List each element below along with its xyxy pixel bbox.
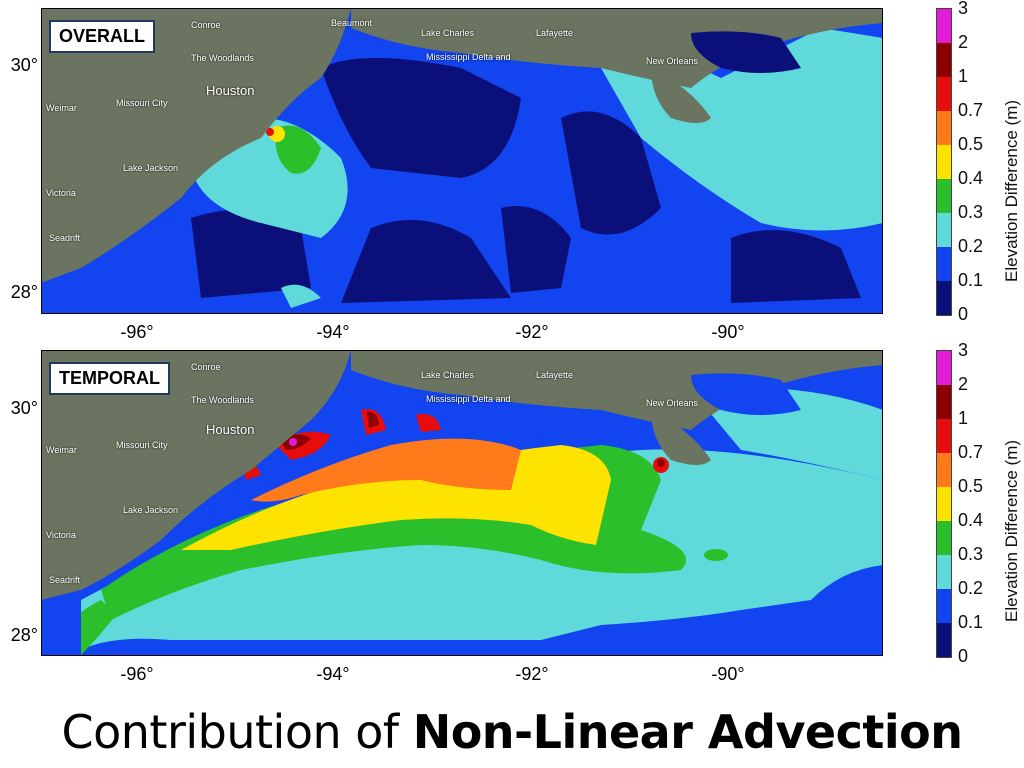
place-label: Mississippi Delta and [426,52,511,62]
place-label: Lake Jackson [123,505,179,515]
colorbar-segment [937,43,951,77]
lat-tick-label: 30° [10,398,38,418]
lon-tick-label: -90° [711,664,745,684]
lon-tick-label: -92° [515,322,549,342]
colorbar-segment [937,111,951,145]
place-label: Victoria [46,188,76,198]
colorbar-tick-label: 0 [958,304,969,324]
colorbar-tick-label: 2 [958,374,969,394]
colorbar-tick-label: 0.5 [958,134,984,154]
colorbar-tick-label: 0.7 [958,442,984,462]
place-label: Conroe [191,20,221,30]
colorbar-tick-label: 3 [958,0,969,18]
colorbar-tick-label: 0.7 [958,100,984,120]
place-label: Houston [206,422,255,437]
title-prefix: Contribution of [61,705,413,759]
lat-tick-label: 28° [10,282,38,302]
lat-tick-label: 28° [10,625,38,645]
place-label: Weimar [46,445,77,455]
overall-map-panel: OVERALL Conroe The Woodlands Houston Mis… [41,8,883,314]
colorbar-segment [937,179,951,213]
colorbar-bottom [936,350,952,658]
colorbar-tick-label: 2 [958,32,969,52]
colorbar-segment [937,555,951,589]
place-label: The Woodlands [191,53,254,63]
panel-label: OVERALL [49,20,156,53]
colorbar-tick-label: 0.1 [958,270,984,290]
colorbar-segment [937,487,951,521]
place-label: Mississippi Delta and [426,394,511,404]
colorbar-segment [937,385,951,419]
colorbar-tick-label: 0.4 [958,510,984,530]
colorbar-segment [937,623,951,657]
colorbar-tick-label: 0.3 [958,544,984,564]
place-label: New Orleans [646,56,699,66]
colorbar-title: Elevation Difference (m) [1002,99,1021,282]
place-label: Seadrift [49,575,81,585]
temporal-map-panel: TEMPORAL Conroe The Woodlands Houston Mi… [41,350,883,656]
place-label: Houston [206,83,255,98]
place-label: Lake Charles [421,370,475,380]
colorbar-tick-label: 0.4 [958,168,984,188]
colorbar-segment [937,419,951,453]
colorbar-segment [937,213,951,247]
colorbar-segment [937,351,951,385]
place-label: Beaumont [331,18,373,28]
colorbar-tick-label: 1 [958,66,969,86]
colorbar-segment [937,453,951,487]
colorbar-segment [937,589,951,623]
place-label: Victoria [46,530,76,540]
slide-title: Contribution of Non-Linear Advection [0,705,1024,759]
colorbar-segment [937,247,951,281]
place-label: Missouri City [116,98,168,108]
colorbar-tick-label: 0.2 [958,236,984,256]
place-label: Lake Charles [421,28,475,38]
temporal-map [41,350,883,656]
lon-tick-label: -94° [316,322,350,342]
colorbar-tick-label: 0.3 [958,202,984,222]
lon-tick-label: -96° [120,322,154,342]
colorbar-tick-label: 3 [958,340,969,360]
colorbar-segment [937,521,951,555]
colorbar-tick-label: 0.1 [958,612,984,632]
colorbar-segment [937,9,951,43]
colorbar-segment [937,281,951,315]
lon-tick-label: -92° [515,664,549,684]
lon-tick-label: -90° [711,322,745,342]
place-label: Lake Jackson [123,163,179,173]
colorbar-segment [937,77,951,111]
place-label: Seadrift [49,233,81,243]
colorbar-title: Elevation Difference (m) [1002,439,1021,622]
place-label: The Woodlands [191,395,254,405]
place-label: Weimar [46,103,77,113]
colorbar-tick-label: 1 [958,408,969,428]
place-label: Lafayette [536,370,574,380]
panel-label: TEMPORAL [49,362,170,395]
place-label: Conroe [191,362,221,372]
colorbar-top [936,8,952,316]
lat-tick-label: 30° [10,55,38,75]
colorbar-tick-label: 0.2 [958,578,984,598]
colorbar-tick-label: 0 [958,646,969,666]
place-label: Missouri City [116,440,168,450]
place-label: Lafayette [536,28,574,38]
lon-tick-label: -96° [120,664,154,684]
colorbar-segment [937,145,951,179]
place-label: New Orleans [646,398,699,408]
overall-map [41,8,883,314]
colorbar-tick-label: 0.5 [958,476,984,496]
title-emphasis: Non-Linear Advection [412,705,963,759]
lon-tick-label: -94° [316,664,350,684]
